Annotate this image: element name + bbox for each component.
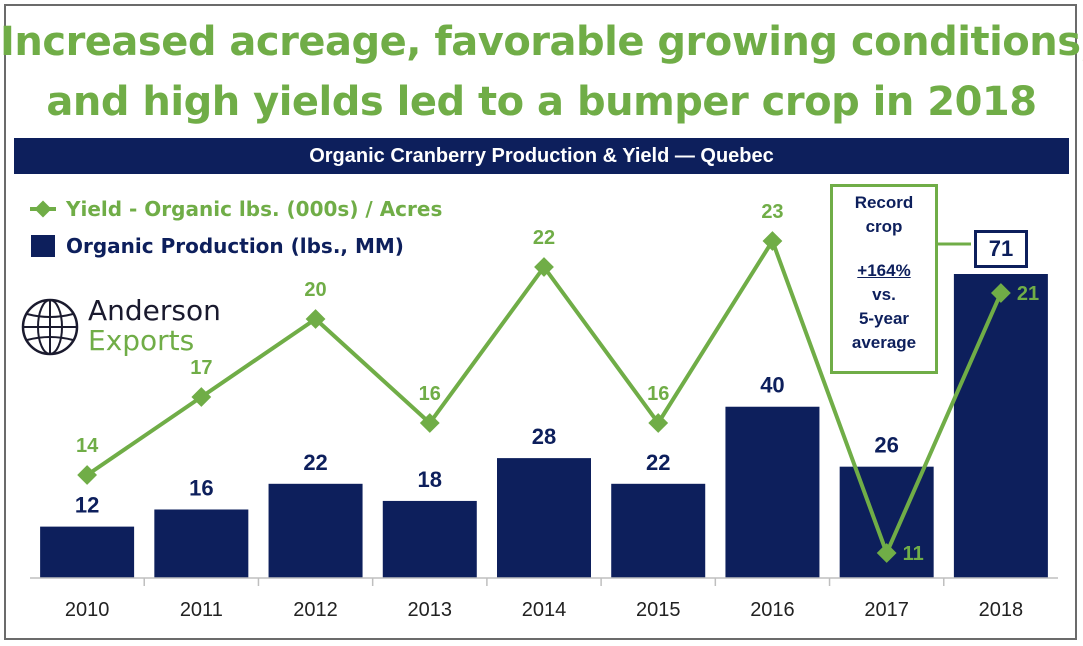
bar-value-label-2010: 12 (75, 493, 99, 518)
production-bar-2013 (382, 500, 477, 578)
bar-value-label-2015: 22 (646, 450, 670, 475)
callout-line-2: crop (865, 217, 903, 236)
bar-value-label-2013: 18 (418, 467, 442, 492)
yield-value-label-2017: 11 (903, 543, 924, 565)
record-crop-callout: Record crop +164% vs. 5-year average (830, 184, 938, 374)
headline-line-2: and high yields led to a bumper crop in … (46, 79, 1037, 125)
anderson-exports-logo: Anderson Exports (20, 295, 260, 359)
yield-marker-2017 (876, 543, 897, 563)
globe-icon (21, 298, 79, 356)
yield-value-label-2015: 16 (647, 383, 669, 405)
x-axis-label-2017: 2017 (864, 599, 909, 621)
callout-line-4: vs. (872, 285, 896, 304)
production-bar-2016 (725, 406, 820, 578)
legend-production: Organic Production (lbs., MM) (28, 231, 404, 261)
production-bar-2018 (953, 274, 1048, 578)
yield-marker-2014 (534, 257, 554, 277)
yield-marker-2018 (990, 283, 1011, 303)
production-bar-2012 (268, 483, 363, 578)
yield-value-label-2012: 20 (304, 279, 326, 301)
legend-bar-swatch-icon (31, 235, 55, 257)
headline-line-1: Increased acreage, favorable growing con… (0, 19, 1083, 65)
yield-marker-2011 (191, 387, 212, 407)
callout-line-1: Record (854, 193, 914, 212)
yield-marker-2013 (419, 413, 440, 433)
bar-value-label-2017: 26 (874, 433, 898, 458)
callout-percent: +164% (857, 261, 911, 280)
legend-yield: Yield - Organic lbs. (000s) / Acres (28, 194, 442, 224)
yield-value-label-2016: 23 (761, 201, 783, 223)
yield-marker-2016 (762, 231, 783, 251)
chart-title-banner: Organic Cranberry Production & Yield — Q… (14, 138, 1069, 174)
logo-text-anderson: Anderson (88, 294, 221, 327)
yield-marker-2012 (305, 309, 326, 329)
bar-value-label-2014: 28 (532, 424, 556, 449)
legend-production-label: Organic Production (lbs., MM) (66, 234, 404, 258)
production-bar-2010 (40, 526, 135, 578)
x-axis-label-2013: 2013 (408, 599, 453, 621)
x-axis-label-2015: 2015 (636, 599, 681, 621)
highlight-value-box: 71 (974, 230, 1028, 268)
bar-value-label-2011: 16 (189, 475, 213, 500)
yield-value-label-2010: 14 (76, 435, 99, 457)
production-bar-2014 (497, 458, 591, 578)
chart-frame (4, 4, 1077, 640)
callout-line-6: average (851, 333, 917, 352)
logo-text-exports: Exports (88, 324, 195, 357)
yield-marker-2015 (648, 413, 669, 433)
yield-value-label-2011: 17 (190, 357, 212, 379)
x-axis-label-2010: 2010 (65, 599, 110, 621)
x-axis-label-2012: 2012 (293, 599, 338, 621)
yield-value-label-2013: 16 (419, 383, 441, 405)
production-bar-2015 (611, 483, 706, 578)
x-axis-label-2014: 2014 (522, 599, 567, 621)
x-axis-label-2018: 2018 (979, 599, 1024, 621)
x-axis-label-2011: 2011 (180, 599, 223, 621)
yield-marker-2010 (77, 465, 98, 485)
x-axis-label-2016: 2016 (750, 599, 795, 621)
yield-value-label-2018: 21 (1017, 283, 1039, 305)
production-bar-2011 (154, 509, 249, 578)
legend-yield-label: Yield - Organic lbs. (000s) / Acres (66, 197, 443, 221)
callout-line-5: 5-year (858, 309, 910, 328)
bar-value-label-2016: 40 (760, 373, 784, 398)
bar-value-label-2012: 22 (303, 450, 327, 475)
legend-line-marker-icon (30, 200, 56, 218)
yield-value-label-2014: 22 (533, 227, 555, 249)
